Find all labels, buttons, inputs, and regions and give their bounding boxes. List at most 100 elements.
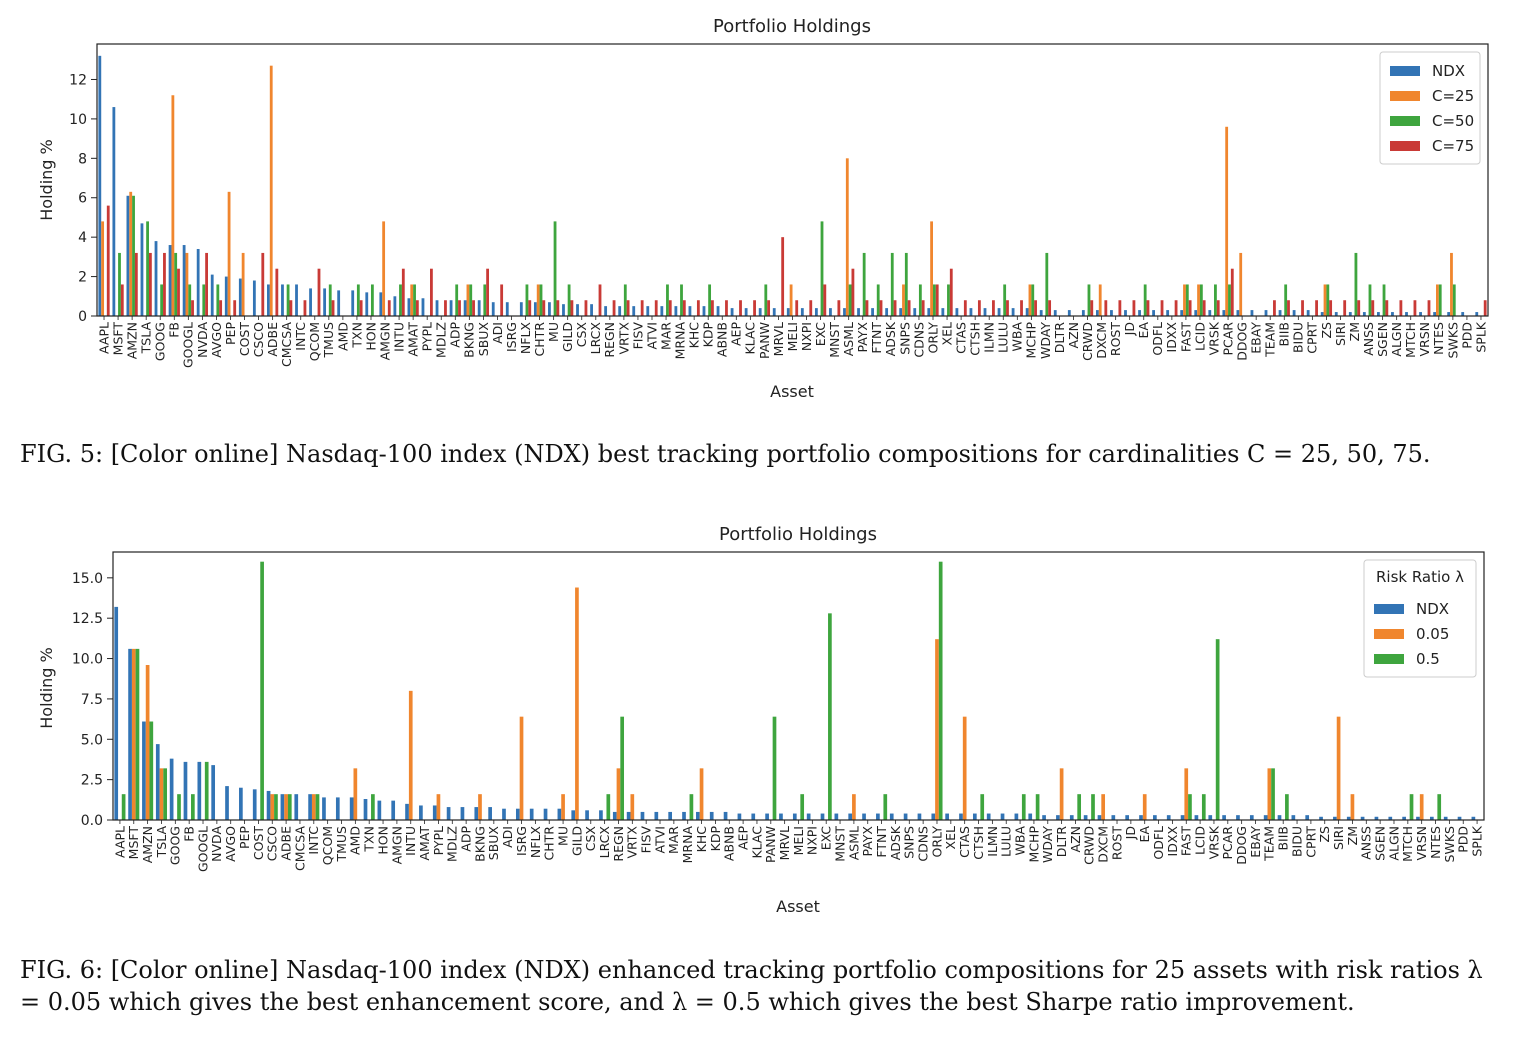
x-tick-label-odfl: ODFL xyxy=(1151,826,1166,860)
figure-5-chart: Portfolio Holdings Holding % Asset 0 2 4 6 8… xyxy=(37,16,1489,401)
bar-xel-c50 xyxy=(947,284,950,316)
legend-title: Risk Ratio λ xyxy=(1376,568,1464,586)
x-tick-label-nxpi: NXPI xyxy=(799,322,814,351)
x-tick-label-chtr: CHTR xyxy=(542,826,557,861)
bar-adi-c75 xyxy=(500,284,504,316)
bar-mar-c75 xyxy=(668,300,672,316)
bar-vrsn-c75 xyxy=(1427,300,1431,316)
x-tick-label-mdlz: MDLZ xyxy=(445,826,460,862)
bar-idxx-ndx xyxy=(1166,815,1171,820)
bar-pypl-005 xyxy=(436,794,441,820)
x-tick-label-ftnt: FTNT xyxy=(869,322,884,354)
figure-6-caption: FIG. 6: [Color online] Nasdaq-100 index … xyxy=(20,956,1483,1016)
x-tick-label-ebay: EBAY xyxy=(1249,322,1264,354)
bar-crwd-05 xyxy=(1091,794,1095,820)
x-tick-label-mtch: MTCH xyxy=(1400,826,1415,862)
bar-vrsk-ndx xyxy=(1208,310,1212,316)
x-tick-label-siri: SIRI xyxy=(1331,826,1346,850)
bar-kdp-c50 xyxy=(708,284,712,316)
x-tick-label-mnst: MNST xyxy=(827,322,842,358)
bar-aapl-05 xyxy=(121,794,126,820)
bar-abnb-ndx xyxy=(716,306,720,316)
bar-asml-c75 xyxy=(851,268,855,316)
x-tick-label-atvi: ATVI xyxy=(652,826,667,853)
bar-amzn-05 xyxy=(149,721,154,820)
x-tick-label-tmus: TMUS xyxy=(334,826,349,863)
bar-idxx-c75 xyxy=(1174,300,1178,316)
bar-amzn-ndx xyxy=(126,195,130,316)
x-tick-label-adi: ADI xyxy=(490,322,505,344)
x-tick-label-mrvl: MRVL xyxy=(771,322,786,356)
x-tick-label-amd: AMD xyxy=(348,826,363,855)
bar-payx-ndx xyxy=(857,308,860,316)
x-tick-label-anss: ANSS xyxy=(1361,322,1376,356)
bar-anss-ndx xyxy=(1362,312,1366,316)
bar-amzn-c50 xyxy=(132,195,135,316)
x-tick-label-msft: MSFT xyxy=(126,826,141,860)
x-tick-label-ftnt: FTNT xyxy=(874,826,889,858)
x-tick-label-nvda: NVDA xyxy=(209,826,224,862)
bar-payx-ndx xyxy=(862,813,866,820)
x-tick-label-dxcm: DXCM xyxy=(1094,322,1109,359)
bar-orly-05 xyxy=(938,561,943,820)
bar-aapl-ndx xyxy=(114,606,119,820)
bar-amat-c25 xyxy=(410,284,414,316)
bar-biib-ndx xyxy=(1278,310,1282,316)
bar-zm-c75 xyxy=(1357,300,1361,316)
bar-orly-c75 xyxy=(935,284,939,316)
bar-mchp-ndx xyxy=(1028,813,1033,820)
bar-mar-ndx xyxy=(668,811,673,820)
bar-ilmn-ndx xyxy=(983,308,987,316)
plot-frame xyxy=(112,551,1485,821)
x-tick-label-vrtx: VRTX xyxy=(625,826,640,859)
x-tick-label-intu: INTU xyxy=(403,826,418,856)
bar-intu-ndx xyxy=(405,803,409,820)
bar-orly-c25 xyxy=(930,221,933,316)
bar-amgn-ndx xyxy=(391,800,396,820)
bar-adp-c50 xyxy=(455,284,459,316)
x-tick-label-msft: MSFT xyxy=(110,322,125,356)
x-tick-label-sgen: SGEN xyxy=(1375,322,1390,357)
bar-team-05 xyxy=(1271,768,1275,820)
bar-amzn-005 xyxy=(145,665,150,820)
x-tick-label-amzn: AMZN xyxy=(125,322,140,359)
bar-txn-c50 xyxy=(356,284,360,316)
bar-mchp-c50 xyxy=(1031,284,1035,316)
bar-odfl-ndx xyxy=(1152,310,1155,316)
x-tick-labels: AAPLMSFTAMZNTSLAGOOGFBGOOGLNVDAAVGOPEPCO… xyxy=(112,820,1484,872)
x-tick-label-mu: MU xyxy=(546,322,561,342)
x-tick-label-biib: BIIB xyxy=(1276,826,1291,851)
bar-team-c75 xyxy=(1273,300,1276,316)
bar-panw-05 xyxy=(772,716,777,820)
bar-aapl-ndx xyxy=(98,55,102,316)
x-tick-label-bidu: BIDU xyxy=(1291,322,1306,353)
x-tick-label-amgn: AMGN xyxy=(377,322,392,360)
bar-pcar-c25 xyxy=(1225,126,1229,316)
bar-fast-c25 xyxy=(1183,284,1186,316)
bar-lulu-ndx xyxy=(997,308,1001,316)
bar-mtch-ndx xyxy=(1402,816,1406,820)
bar-nflx-c50 xyxy=(525,284,529,316)
bar-azn-ndx xyxy=(1067,310,1071,316)
figure-5-caption: FIG. 5: [Color online] Nasdaq-100 index … xyxy=(20,440,1431,468)
bar-adsk-c75 xyxy=(893,300,897,316)
bar-avgo-c50 xyxy=(216,284,220,316)
bar-payx-c50 xyxy=(862,252,866,316)
legend-box xyxy=(1363,559,1477,678)
bar-algn-ndx xyxy=(1388,816,1393,820)
bar-csco-ndx xyxy=(252,280,256,316)
y-axis-label: Holding % xyxy=(37,139,56,220)
bar-cmcsa-ndx xyxy=(281,284,284,316)
legend-swatch xyxy=(1374,629,1404,639)
bar-ctas-ndx xyxy=(955,308,959,316)
bar-exc-05 xyxy=(828,613,832,820)
bar-pdd-ndx xyxy=(1461,312,1465,316)
bar-swks-c50 xyxy=(1452,284,1456,316)
x-tick-label-sgen: SGEN xyxy=(1373,826,1388,861)
bar-wba-c75 xyxy=(1020,300,1023,316)
x-tick-label-ntes: NTES xyxy=(1428,826,1443,859)
bar-meli-ndx xyxy=(786,308,790,316)
y-tick-label: 5.0 xyxy=(81,732,103,748)
bar-mnst-ndx xyxy=(834,813,839,820)
x-tick-label-txn: TXN xyxy=(349,322,364,349)
